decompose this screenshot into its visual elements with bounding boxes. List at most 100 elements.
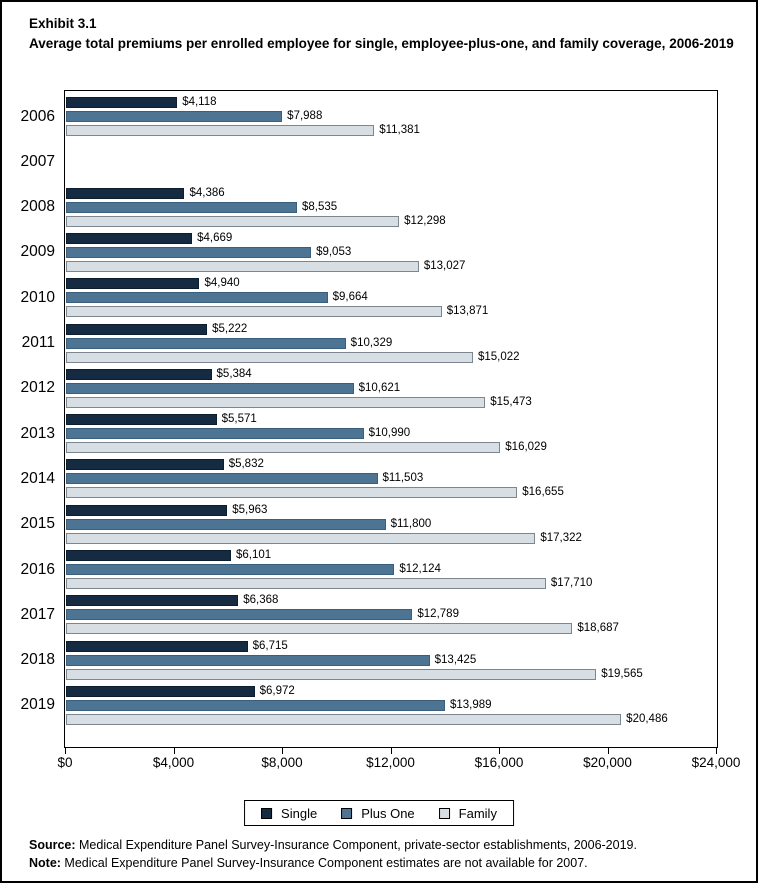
bar-value-label-plus-one-2019: $13,989 <box>449 698 492 711</box>
legend-swatch-family <box>438 807 450 819</box>
legend-item-family: Family <box>438 806 497 821</box>
y-axis-label-2019: 2019 <box>20 696 55 714</box>
legend-item-plus-one: Plus One <box>341 806 415 821</box>
source-text: Medical Expenditure Panel Survey-Insuran… <box>75 838 637 852</box>
bar-value-label-plus-one-2016: $12,124 <box>399 563 441 575</box>
bar-value-label-plus-one-2018: $13,425 <box>434 653 477 666</box>
y-axis-label-2018: 2018 <box>20 651 55 669</box>
bar-value-label-plus-one-2008: $8,535 <box>302 200 338 213</box>
legend-swatch-single <box>261 807 273 819</box>
bar-single-2012 <box>65 368 212 380</box>
note-label: Note: <box>29 855 61 870</box>
bar-single-2019 <box>65 685 255 697</box>
bar-single-2006 <box>65 97 178 108</box>
bar-value-label-plus-one-2015: $11,800 <box>390 517 432 530</box>
bar-value-label-family-2009: $13,027 <box>423 259 466 272</box>
x-axis-tick-label-12000: $12,000 <box>366 755 415 770</box>
bar-family-2011 <box>65 351 473 363</box>
chart-legend: Single Plus One Family <box>244 800 514 826</box>
bar-plus-one-2013 <box>65 428 364 440</box>
bar-value-label-single-2013: $5,571 <box>221 413 257 426</box>
x-axis-tick-8000 <box>282 748 283 754</box>
bar-family-2006 <box>65 125 375 136</box>
bar-value-label-single-2010: $4,940 <box>204 277 240 290</box>
y-axis-label-2008: 2008 <box>20 198 55 216</box>
bar-family-2018 <box>65 668 597 680</box>
y-axis-label-2009: 2009 <box>20 243 55 261</box>
legend-swatch-plus-one <box>341 807 353 819</box>
bar-single-2016 <box>65 550 231 561</box>
y-axis-label-2012: 2012 <box>20 379 55 397</box>
bar-value-label-family-2012: $15,473 <box>490 395 532 408</box>
bar-single-2010 <box>65 278 200 290</box>
bar-value-label-family-2015: $17,322 <box>540 531 582 544</box>
bar-plus-one-2014 <box>65 473 378 485</box>
exhibit-number: Exhibit 3.1 <box>29 16 97 31</box>
x-axis-tick-24000 <box>716 748 717 754</box>
bar-value-label-plus-one-2014: $11,503 <box>382 472 424 485</box>
note-text: Medical Expenditure Panel Survey-Insuran… <box>60 855 588 870</box>
bar-single-2008 <box>65 187 185 199</box>
y-axis-label-2013: 2013 <box>20 424 55 442</box>
bar-family-2010 <box>65 306 442 318</box>
bar-value-label-family-2017: $18,687 <box>577 622 619 635</box>
bar-value-label-single-2011: $5,222 <box>212 322 248 335</box>
bar-family-2013 <box>65 442 501 454</box>
legend-label-single: Single <box>281 805 318 821</box>
bar-value-label-single-2009: $4,669 <box>197 231 233 244</box>
bar-single-2015 <box>65 504 228 516</box>
y-axis-label-2011: 2011 <box>21 334 55 351</box>
bar-value-label-family-2010: $13,871 <box>446 305 489 318</box>
bar-plus-one-2015 <box>65 518 386 530</box>
bar-family-2017 <box>65 623 573 635</box>
bar-value-label-plus-one-2012: $10,621 <box>358 381 401 394</box>
bar-family-2008 <box>65 215 400 227</box>
bar-family-2015 <box>65 532 536 544</box>
bar-value-label-plus-one-2006: $7,988 <box>287 110 323 122</box>
bar-plus-one-2009 <box>65 246 312 258</box>
y-axis-label-2010: 2010 <box>20 288 55 306</box>
bar-single-2018 <box>65 640 248 652</box>
bar-value-label-family-2019: $20,486 <box>626 712 668 725</box>
bar-value-label-single-2008: $4,386 <box>189 186 225 199</box>
bar-single-2009 <box>65 232 193 244</box>
bar-family-2016 <box>65 578 546 589</box>
bar-value-label-plus-one-2009: $9,053 <box>316 245 352 258</box>
x-axis-tick-label-4000: $4,000 <box>152 755 195 770</box>
bar-value-label-single-2014: $5,832 <box>228 458 264 471</box>
bar-family-2012 <box>65 396 486 408</box>
bar-value-label-single-2016: $6,101 <box>235 549 272 561</box>
x-axis-tick-label-24000: $24,000 <box>691 755 741 770</box>
y-axis-label-2007: 2007 <box>20 152 55 170</box>
chart-footer: Source: Medical Expenditure Panel Survey… <box>29 837 739 872</box>
bar-plus-one-2010 <box>65 292 328 304</box>
source-label: Source: <box>29 838 76 852</box>
chart-title: Average total premiums per enrolled empl… <box>29 36 734 51</box>
bar-family-2014 <box>65 487 518 499</box>
bar-value-label-single-2015: $5,963 <box>232 503 268 516</box>
y-axis-label-2016: 2016 <box>20 560 55 578</box>
y-axis-label-2015: 2015 <box>20 515 55 533</box>
bar-value-label-single-2017: $6,368 <box>243 594 279 607</box>
bar-single-2011 <box>65 323 208 335</box>
bar-value-label-family-2008: $12,298 <box>404 214 446 227</box>
x-axis-tick-12000 <box>390 748 392 754</box>
bar-plus-one-2018 <box>65 654 430 666</box>
y-axis-label-2006: 2006 <box>20 107 55 125</box>
bar-single-2017 <box>65 595 239 607</box>
y-axis-label-2017: 2017 <box>20 605 55 623</box>
bar-value-label-single-2012: $5,384 <box>216 367 252 380</box>
bar-family-2009 <box>65 260 419 272</box>
bar-plus-one-2011 <box>65 337 346 349</box>
bar-value-label-family-2018: $19,565 <box>601 667 643 680</box>
bar-plus-one-2019 <box>65 699 445 711</box>
bar-value-label-family-2014: $16,655 <box>522 486 564 499</box>
bar-value-label-family-2016: $17,710 <box>550 577 593 589</box>
bar-value-label-single-2018: $6,715 <box>252 639 288 652</box>
x-axis-tick-4000 <box>173 748 175 754</box>
bar-value-label-single-2006: $4,118 <box>182 96 217 108</box>
x-axis-tick-0 <box>65 748 66 754</box>
x-axis-tick-label-0: $0 <box>57 755 73 770</box>
bar-plus-one-2006 <box>65 111 283 122</box>
